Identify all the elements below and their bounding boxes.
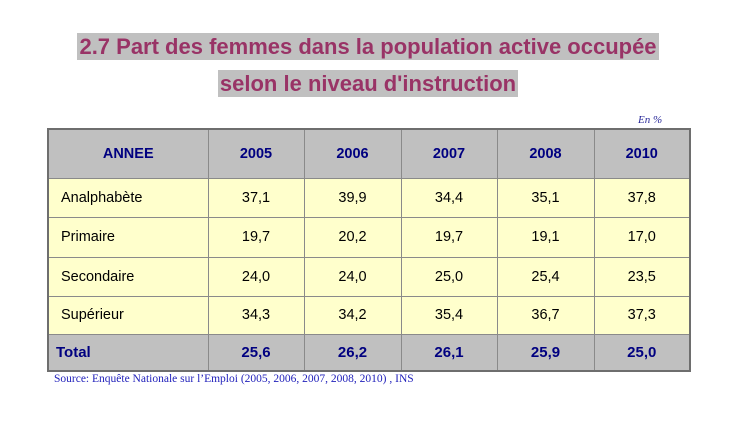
title-text-line-2: selon le niveau d'instruction [217,70,519,97]
table-cell: 34,2 [303,295,402,335]
table-cell: 35,1 [496,177,595,218]
table-row-total: Total 25,6 26,2 26,1 25,9 25,0 [47,333,691,372]
table-cell: 34,4 [400,177,498,218]
row-label: Secondaire [47,256,209,297]
row-label: Supérieur [47,295,209,335]
table-cell: 39,9 [303,177,402,218]
total-cell: 25,0 [593,333,691,372]
table-cell: 17,0 [593,216,691,258]
table-cell: 19,7 [207,216,305,258]
total-cell: 25,6 [207,333,305,372]
header-cell-year: 2006 [303,128,402,179]
header-cell-year: 2008 [496,128,595,179]
row-label: Primaire [47,216,209,258]
total-cell: 26,2 [303,333,402,372]
table-cell: 20,2 [303,216,402,258]
total-label: Total [47,333,209,372]
header-cell-year: 2007 [400,128,498,179]
table-cell: 24,0 [303,256,402,297]
table-cell: 36,7 [496,295,595,335]
table-cell: 19,1 [496,216,595,258]
table-cell: 35,4 [400,295,498,335]
table-cell: 37,8 [593,177,691,218]
total-cell: 25,9 [496,333,595,372]
document-title-line-1: 2.7 Part des femmes dans la population a… [47,33,689,60]
header-cell-year: 2005 [207,128,305,179]
table-cell: 34,3 [207,295,305,335]
table-row-secondaire: Secondaire 24,0 24,0 25,0 25,4 23,5 [47,256,691,297]
table-header-row: ANNEE 2005 2006 2007 2008 2010 [47,128,691,179]
table-cell: 23,5 [593,256,691,297]
table-row-primaire: Primaire 19,7 20,2 19,7 19,1 17,0 [47,216,691,258]
table-cell: 37,3 [593,295,691,335]
document-title-line-2: selon le niveau d'instruction [47,70,689,97]
table-cell: 19,7 [400,216,498,258]
header-cell-annee: ANNEE [47,128,209,179]
table-row-superieur: Supérieur 34,3 34,2 35,4 36,7 37,3 [47,295,691,335]
table-row-analphabete: Analphabète 37,1 39,9 34,4 35,1 37,8 [47,177,691,218]
source-note: Source: Enquête Nationale sur l’Emploi (… [54,373,414,385]
row-label: Analphabète [47,177,209,218]
statistics-table: ANNEE 2005 2006 2007 2008 2010 Analphabè… [47,128,691,372]
unit-label: En % [638,114,663,126]
table-cell: 24,0 [207,256,305,297]
total-cell: 26,1 [400,333,498,372]
table-cell: 25,0 [400,256,498,297]
title-text-line-1: 2.7 Part des femmes dans la population a… [77,33,659,60]
table-cell: 25,4 [496,256,595,297]
table-cell: 37,1 [207,177,305,218]
header-cell-year: 2010 [593,128,691,179]
